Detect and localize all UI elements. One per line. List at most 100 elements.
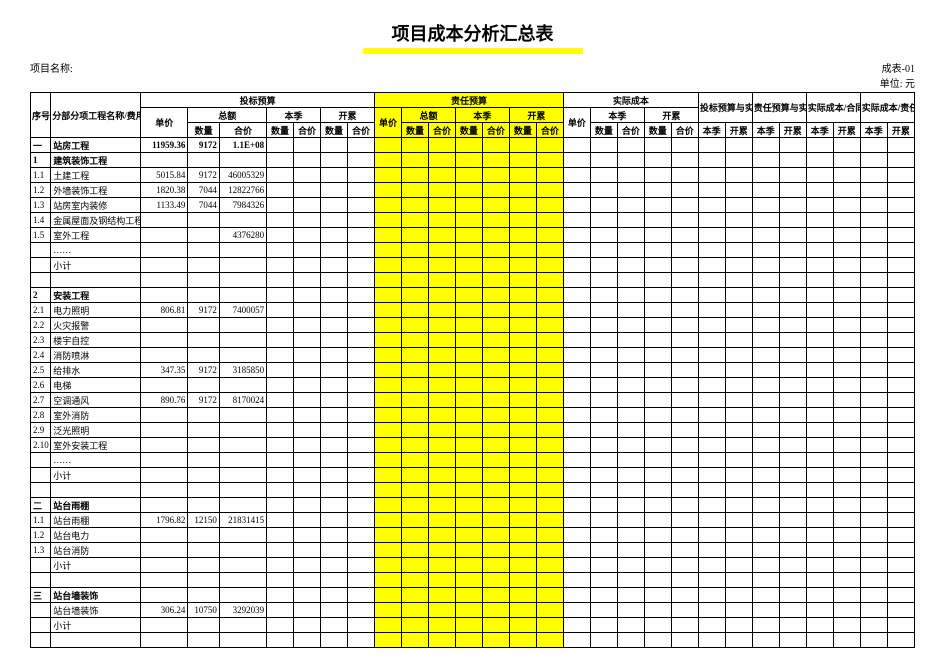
cell bbox=[671, 288, 698, 303]
cell: 2 bbox=[31, 288, 51, 303]
cell bbox=[219, 558, 266, 573]
cell bbox=[455, 153, 482, 168]
hdr-dj1: 单价 bbox=[141, 108, 188, 138]
cell bbox=[509, 258, 536, 273]
cell bbox=[188, 228, 219, 243]
cell bbox=[671, 333, 698, 348]
cell bbox=[428, 498, 455, 513]
cell bbox=[509, 468, 536, 483]
table-row: 站台墙装饰306.24107503292039 bbox=[31, 603, 915, 618]
cell bbox=[725, 498, 752, 513]
cell bbox=[402, 558, 429, 573]
cell bbox=[698, 183, 725, 198]
cell bbox=[294, 558, 321, 573]
cell: 三 bbox=[31, 588, 51, 603]
cell bbox=[428, 243, 455, 258]
cell bbox=[347, 273, 374, 288]
cell bbox=[725, 168, 752, 183]
cell bbox=[752, 303, 779, 318]
cell bbox=[294, 543, 321, 558]
cell: 小计 bbox=[51, 558, 141, 573]
cell: 9172 bbox=[188, 138, 219, 153]
cell bbox=[590, 408, 617, 423]
cell: 站台墙装饰 bbox=[51, 603, 141, 618]
table-row: 二站台雨棚 bbox=[31, 498, 915, 513]
cell: 4376280 bbox=[219, 228, 266, 243]
cell bbox=[219, 258, 266, 273]
cell bbox=[644, 558, 671, 573]
cell bbox=[779, 633, 806, 648]
cell bbox=[267, 378, 294, 393]
cell bbox=[725, 603, 752, 618]
cell bbox=[455, 243, 482, 258]
cell bbox=[455, 573, 482, 588]
cell bbox=[779, 243, 806, 258]
cell bbox=[860, 558, 887, 573]
cell: 站台消防 bbox=[51, 543, 141, 558]
cell bbox=[509, 573, 536, 588]
cell bbox=[833, 378, 860, 393]
cell: 室外消防 bbox=[51, 408, 141, 423]
cell bbox=[402, 588, 429, 603]
cell bbox=[671, 633, 698, 648]
cell bbox=[31, 453, 51, 468]
cell: 9172 bbox=[188, 393, 219, 408]
cell bbox=[51, 483, 141, 498]
cell bbox=[779, 258, 806, 273]
cell bbox=[219, 468, 266, 483]
cell: 小计 bbox=[51, 258, 141, 273]
cell bbox=[294, 603, 321, 618]
cell bbox=[31, 483, 51, 498]
hdr-hj: 合价 bbox=[671, 123, 698, 138]
cell: 9172 bbox=[188, 168, 219, 183]
cell bbox=[725, 408, 752, 423]
hdr-kl: 开累 bbox=[779, 123, 806, 138]
cell bbox=[887, 153, 914, 168]
cell bbox=[590, 348, 617, 363]
cell bbox=[887, 303, 914, 318]
hdr-sl: 数量 bbox=[509, 123, 536, 138]
cell bbox=[860, 618, 887, 633]
cell bbox=[375, 183, 402, 198]
cell bbox=[725, 333, 752, 348]
cell bbox=[509, 138, 536, 153]
cell bbox=[509, 333, 536, 348]
cell bbox=[725, 228, 752, 243]
cell bbox=[887, 453, 914, 468]
cell bbox=[188, 318, 219, 333]
table-row: …… bbox=[31, 453, 915, 468]
cell bbox=[267, 573, 294, 588]
cell bbox=[294, 438, 321, 453]
cell bbox=[294, 393, 321, 408]
cell bbox=[509, 408, 536, 423]
cell bbox=[536, 453, 563, 468]
cell bbox=[428, 288, 455, 303]
cell bbox=[779, 348, 806, 363]
table-row: 三站台墙装饰 bbox=[31, 588, 915, 603]
cell bbox=[644, 453, 671, 468]
meta-row: 项目名称: 成表-01 单位: 元 bbox=[30, 60, 915, 90]
cell bbox=[375, 273, 402, 288]
cell bbox=[887, 213, 914, 228]
cell bbox=[806, 483, 833, 498]
cell bbox=[188, 258, 219, 273]
cell bbox=[482, 168, 509, 183]
cell bbox=[644, 258, 671, 273]
cell bbox=[617, 213, 644, 228]
cell bbox=[141, 228, 188, 243]
cell bbox=[590, 393, 617, 408]
cell: 1 bbox=[31, 153, 51, 168]
cell bbox=[563, 378, 590, 393]
cell bbox=[617, 153, 644, 168]
cell bbox=[725, 483, 752, 498]
cell bbox=[671, 153, 698, 168]
cell: 3292039 bbox=[219, 603, 266, 618]
cell bbox=[509, 213, 536, 228]
cell bbox=[833, 183, 860, 198]
hdr-kl1: 开累 bbox=[321, 108, 375, 123]
cell bbox=[455, 468, 482, 483]
cell: …… bbox=[51, 243, 141, 258]
cell bbox=[779, 423, 806, 438]
hdr-hj: 合价 bbox=[617, 123, 644, 138]
cell bbox=[402, 213, 429, 228]
